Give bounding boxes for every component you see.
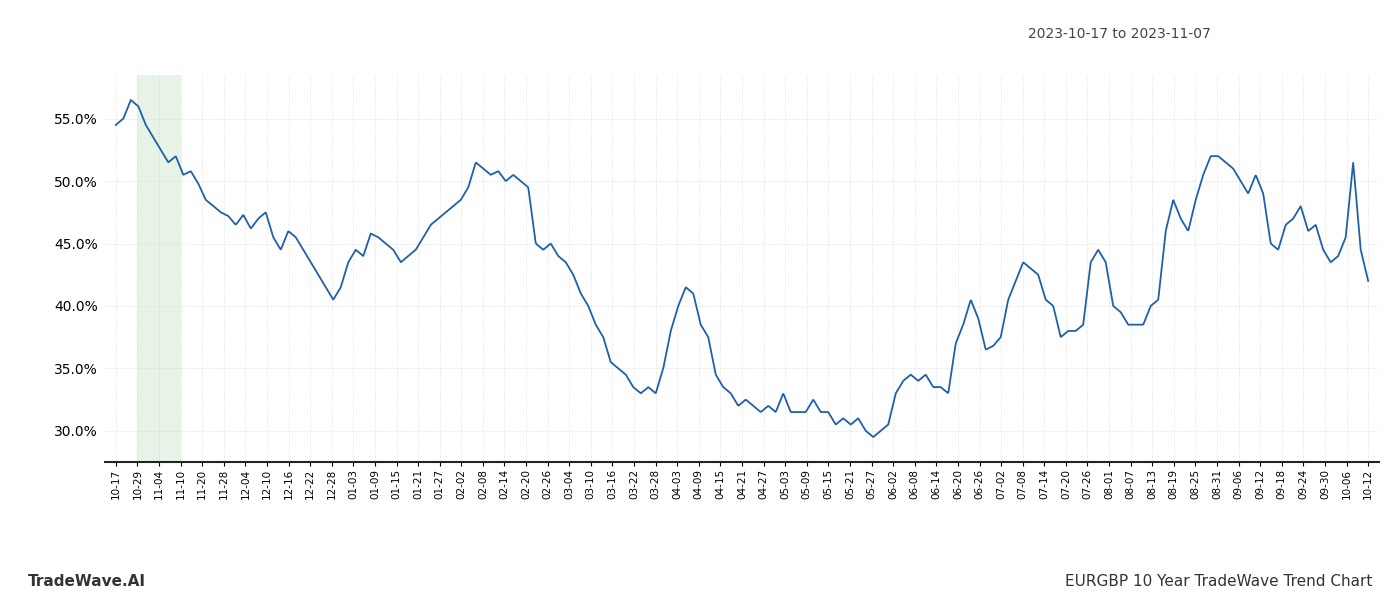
Bar <box>137 75 181 462</box>
Text: EURGBP 10 Year TradeWave Trend Chart: EURGBP 10 Year TradeWave Trend Chart <box>1064 574 1372 589</box>
Text: 2023-10-17 to 2023-11-07: 2023-10-17 to 2023-11-07 <box>1028 27 1211 41</box>
Text: TradeWave.AI: TradeWave.AI <box>28 574 146 589</box>
